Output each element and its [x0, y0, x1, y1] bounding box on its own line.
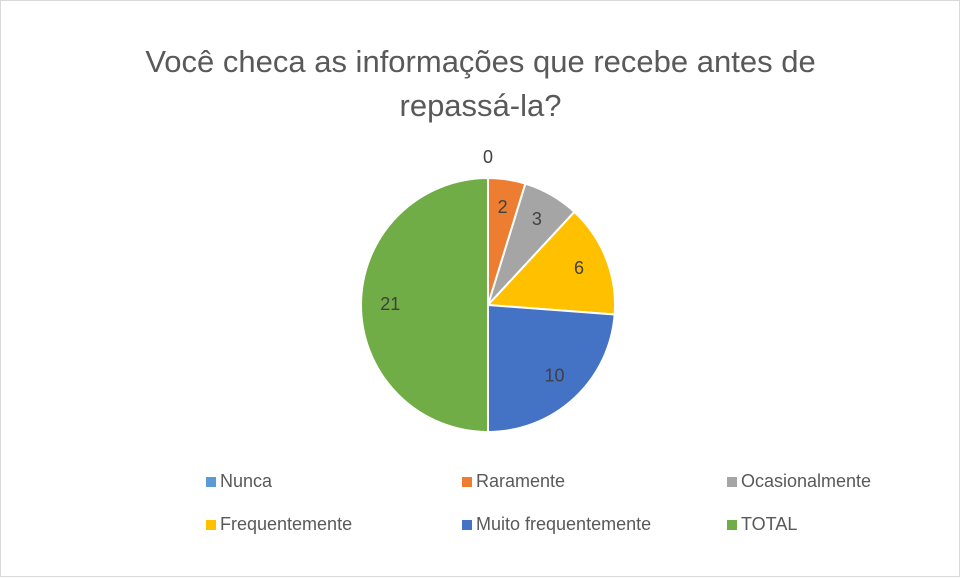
legend-label: Nunca [220, 471, 273, 491]
chart-title: Você checa as informações que recebe ant… [145, 44, 816, 123]
legend-swatch [727, 520, 737, 530]
legend-label: Raramente [476, 471, 565, 491]
legend-label: TOTAL [741, 514, 797, 534]
legend-swatch [462, 477, 472, 487]
data-label: 2 [498, 197, 508, 217]
legend-label: Muito frequentemente [476, 514, 651, 534]
legend-label: Ocasionalmente [741, 471, 871, 491]
data-label: 10 [544, 365, 564, 385]
legend-swatch [462, 520, 472, 530]
data-label: 0 [483, 147, 493, 167]
pie-slice [360, 176, 489, 434]
data-label: 21 [380, 294, 400, 314]
legend-label: Frequentemente [220, 514, 352, 534]
legend-swatch [727, 477, 737, 487]
pie-slice [485, 210, 616, 316]
pie-slice [487, 303, 616, 434]
data-label: 6 [574, 258, 584, 278]
legend-swatch [206, 477, 216, 487]
data-label: 3 [532, 209, 542, 229]
legend-swatch [206, 520, 216, 530]
